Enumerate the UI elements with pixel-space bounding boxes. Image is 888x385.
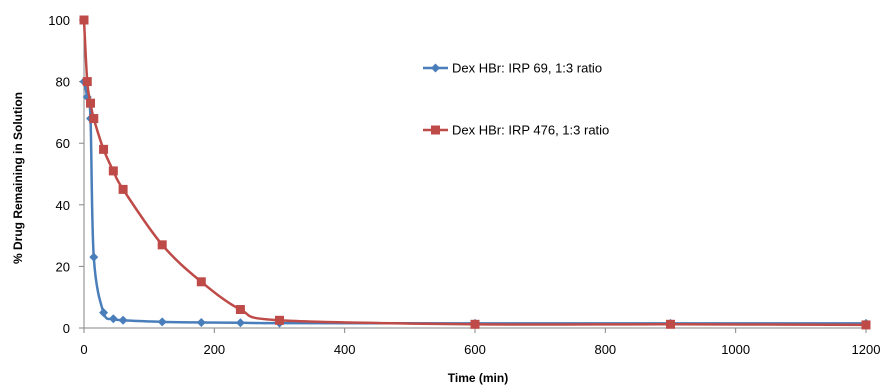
data-point	[666, 319, 675, 329]
y-axis-title: % Drug Remaining in Solution	[11, 92, 25, 264]
data-point	[86, 98, 96, 108]
legend-item-irp476: Dex HBr: IRP 476, 1:3 ratio	[423, 123, 609, 138]
data-point	[118, 184, 128, 194]
x-tick-label: 0	[80, 342, 87, 357]
data-point	[108, 314, 118, 324]
y-tick-label: 20	[56, 259, 70, 274]
data-point	[118, 315, 128, 325]
data-point	[157, 317, 167, 327]
data-point	[235, 305, 245, 315]
data-point	[275, 315, 284, 325]
y-tick-label: 40	[56, 198, 70, 213]
series-line	[82, 19, 867, 327]
x-axis-title: Time (min)	[448, 371, 508, 385]
series-1	[79, 77, 871, 328]
y-tick-label: 60	[56, 136, 70, 151]
data-point	[235, 318, 245, 328]
data-point	[157, 240, 167, 250]
x-tick-label: 400	[334, 342, 356, 357]
series-layer	[79, 15, 871, 330]
y-tick-label: 80	[56, 75, 70, 90]
y-tick-label: 0	[63, 321, 70, 336]
x-tick-label: 600	[464, 342, 486, 357]
x-tick-label: 1000	[721, 342, 750, 357]
data-point	[89, 252, 99, 262]
data-point	[79, 15, 89, 25]
legend: Dex HBr: IRP 69, 1:3 ratio Dex HBr: IRP …	[423, 61, 609, 138]
data-point	[99, 144, 109, 154]
x-tick-label: 200	[203, 342, 225, 357]
legend-marker-irp476	[431, 125, 440, 135]
data-point	[89, 114, 99, 124]
data-point	[470, 319, 480, 329]
legend-item-irp69: Dex HBr: IRP 69, 1:3 ratio	[423, 61, 602, 76]
data-point	[82, 77, 92, 87]
legend-marker-irp69	[431, 63, 440, 73]
x-tick-label: 800	[594, 342, 616, 357]
x-ticks: 0 200 400 600 800 1000 1200	[80, 328, 880, 357]
data-point	[196, 317, 206, 327]
y-tick-label: 100	[48, 13, 70, 28]
x-tick-label: 1200	[852, 342, 881, 357]
data-point	[196, 277, 206, 287]
series-line	[82, 81, 866, 325]
legend-label-irp69: Dex HBr: IRP 69, 1:3 ratio	[452, 61, 602, 76]
y-ticks: 0 20 40 60 80 100	[48, 13, 84, 336]
series-2	[79, 15, 871, 330]
data-point	[99, 308, 109, 318]
legend-label-irp476: Dex HBr: IRP 476, 1:3 ratio	[452, 123, 609, 138]
data-point	[108, 166, 118, 176]
data-point	[861, 320, 871, 330]
